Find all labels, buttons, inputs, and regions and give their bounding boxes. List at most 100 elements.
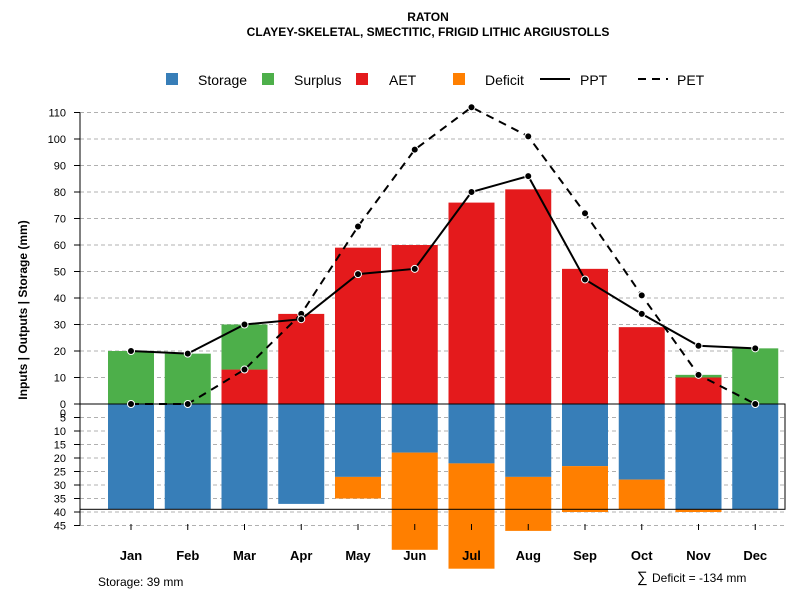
storage-bar bbox=[448, 404, 495, 464]
storage-bar bbox=[164, 404, 211, 510]
storage-bar bbox=[618, 404, 665, 480]
x-tick-label: Jul bbox=[462, 548, 481, 563]
y-tick-label: 10 bbox=[54, 426, 66, 438]
x-tick-label: Sep bbox=[573, 548, 597, 563]
deficit-bar bbox=[505, 476, 552, 531]
x-tick-label: May bbox=[345, 548, 371, 563]
bars bbox=[108, 189, 779, 569]
y-tick-label: 30 bbox=[54, 480, 66, 492]
ppt-point bbox=[751, 344, 760, 353]
pet-point bbox=[524, 132, 533, 141]
chart-title: RATON bbox=[407, 10, 449, 24]
y-tick-label: 10 bbox=[54, 373, 66, 385]
ppt-point bbox=[354, 270, 362, 279]
x-tick-label: Oct bbox=[631, 548, 653, 563]
y-tick-label: 50 bbox=[54, 267, 66, 279]
surplus-bar bbox=[108, 351, 154, 404]
pet-point bbox=[354, 222, 362, 231]
ppt-line bbox=[130, 174, 756, 355]
chart-subtitle: CLAYEY-SKELETAL, SMECTITIC, FRIGID LITHI… bbox=[247, 25, 610, 39]
deficit-bar bbox=[448, 463, 495, 569]
y-tick-label: 20 bbox=[54, 346, 66, 358]
pet-point bbox=[183, 400, 192, 408]
y-tick-label: 5 bbox=[60, 413, 66, 425]
y-tick-label: 30 bbox=[54, 320, 66, 332]
deficit-bar bbox=[562, 466, 608, 512]
ppt-point bbox=[183, 349, 192, 358]
y-tick-label: 20 bbox=[54, 453, 66, 465]
legend-aet-label: AET bbox=[389, 72, 417, 88]
pet-line bbox=[131, 106, 756, 405]
pet-point bbox=[127, 400, 135, 408]
aet-bar bbox=[221, 369, 268, 404]
x-tick-label: Jun bbox=[403, 548, 426, 563]
storage-bar bbox=[391, 404, 438, 453]
legend: Storage Surplus AET Deficit PPT PET bbox=[166, 72, 705, 88]
aet-bar bbox=[505, 189, 552, 404]
ppt-point bbox=[410, 264, 419, 273]
legend-pet-label: PET bbox=[677, 72, 705, 88]
legend-storage-swatch bbox=[166, 73, 178, 85]
y-tick-label: 0 bbox=[60, 408, 66, 420]
storage-bar bbox=[732, 404, 779, 510]
legend-storage-label: Storage bbox=[198, 72, 247, 88]
storage-footnote: Storage: 39 mm bbox=[98, 575, 183, 589]
y-tick-label: 40 bbox=[54, 293, 66, 305]
y-tick-label: 80 bbox=[54, 187, 66, 199]
y-tick-label: 100 bbox=[48, 134, 66, 146]
y-axis-label: Inputs | Outputs | Storage (mm) bbox=[16, 220, 30, 399]
legend-aet-swatch bbox=[356, 73, 368, 85]
pet-point bbox=[694, 370, 703, 379]
storage-bar bbox=[675, 404, 722, 510]
legend-deficit-swatch bbox=[453, 73, 465, 85]
pet-point bbox=[410, 145, 419, 154]
y-tick-label: 45 bbox=[54, 521, 66, 533]
ppt-point bbox=[127, 347, 135, 355]
y-tick-label: 40 bbox=[54, 507, 66, 519]
legend-ppt-label: PPT bbox=[580, 72, 608, 88]
y-tick-label: 25 bbox=[54, 467, 66, 479]
storage-bar bbox=[335, 404, 381, 477]
y-tick-label: 110 bbox=[48, 108, 66, 120]
y-tick-label: 70 bbox=[54, 214, 66, 226]
aet-bar bbox=[278, 313, 325, 404]
pet-point bbox=[581, 209, 589, 218]
y-tick-label: 35 bbox=[54, 494, 66, 506]
deficit-bar bbox=[618, 479, 665, 510]
ppt-point bbox=[524, 172, 533, 181]
pet-point bbox=[240, 365, 249, 374]
x-tick-label: Nov bbox=[686, 548, 711, 563]
ppt-point bbox=[637, 309, 646, 318]
pet-point bbox=[751, 400, 760, 408]
deficit-footnote: Deficit = -134 mm bbox=[652, 571, 746, 585]
y-tick-label: 0 bbox=[60, 399, 66, 411]
y-tick-label: 90 bbox=[54, 161, 66, 173]
x-tick-label: Feb bbox=[176, 548, 199, 563]
pet-point bbox=[467, 103, 476, 112]
pet-point bbox=[637, 291, 646, 300]
aet-bar bbox=[562, 268, 608, 404]
x-tick-label: Jan bbox=[120, 548, 142, 563]
ppt-point bbox=[467, 188, 476, 196]
ppt-point bbox=[240, 320, 249, 329]
deficit-bar bbox=[675, 509, 722, 512]
x-tick-label: Mar bbox=[233, 548, 256, 563]
storage-bar bbox=[108, 404, 154, 510]
x-tick-label: Dec bbox=[743, 548, 767, 563]
storage-bar bbox=[562, 404, 608, 467]
x-tick-label: Aug bbox=[516, 548, 541, 563]
surplus-bar bbox=[732, 348, 779, 404]
storage-bar bbox=[278, 404, 325, 504]
aet-bar bbox=[448, 202, 495, 404]
surplus-bar bbox=[221, 324, 268, 370]
aet-bar bbox=[618, 327, 665, 404]
storage-bar bbox=[221, 404, 268, 510]
ppt-point bbox=[581, 275, 589, 284]
deficit-bar bbox=[391, 452, 438, 550]
surplus-bar bbox=[164, 353, 211, 404]
legend-deficit-label: Deficit bbox=[485, 72, 524, 88]
ppt-point bbox=[297, 315, 306, 324]
y-tick-label: 15 bbox=[54, 440, 66, 452]
legend-surplus-swatch bbox=[262, 73, 274, 85]
